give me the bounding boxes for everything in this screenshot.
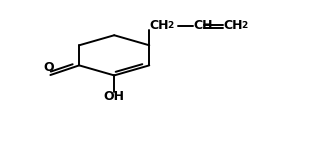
Text: O: O — [43, 61, 54, 74]
Text: 2: 2 — [168, 21, 174, 30]
Text: 2: 2 — [242, 21, 248, 30]
Text: CH: CH — [194, 19, 213, 32]
Text: OH: OH — [104, 90, 125, 103]
Text: CH: CH — [224, 19, 243, 32]
Text: CH: CH — [150, 19, 169, 32]
